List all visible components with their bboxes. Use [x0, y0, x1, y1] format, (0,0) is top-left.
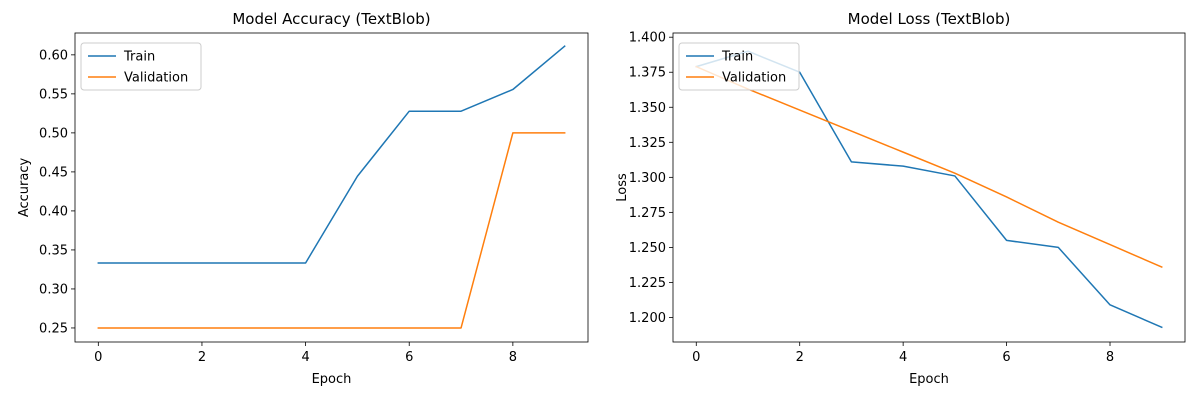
- loss-chart-title: Model Loss (TextBlob): [848, 10, 1011, 28]
- accuracy-chart-title: Model Accuracy (TextBlob): [232, 10, 430, 28]
- accuracy-y-tick-label: 0.25: [39, 321, 68, 336]
- accuracy-y-tick-label: 0.45: [39, 165, 68, 180]
- accuracy-y-tick-label: 0.30: [39, 282, 68, 297]
- loss-x-tick-label: 4: [899, 350, 907, 365]
- accuracy-x-tick-label: 2: [198, 350, 206, 365]
- loss-y-tick-label: 1.225: [629, 276, 666, 291]
- loss-y-tick-label: 1.200: [629, 311, 666, 326]
- loss-train-line: [695, 50, 1163, 329]
- accuracy-validation-line: [97, 132, 566, 329]
- loss-validation-line: [695, 65, 1163, 269]
- loss-legend-label-train: Train: [721, 50, 753, 65]
- accuracy-legend: Train Validation: [80, 42, 202, 91]
- loss-x-tick-label: 6: [1002, 350, 1010, 365]
- loss-x-tick-label: 2: [796, 350, 804, 365]
- accuracy-x-tick-label: 8: [509, 350, 517, 365]
- accuracy-plot-frame: [74, 32, 589, 343]
- loss-x-tick-label: 8: [1106, 350, 1114, 365]
- loss-y-tick-label: 1.375: [629, 66, 666, 81]
- accuracy-x-tick-label: 4: [301, 350, 309, 365]
- accuracy-legend-label-train: Train: [123, 50, 155, 65]
- accuracy-x-tick-label: 0: [94, 350, 102, 365]
- loss-y-axis-label: Loss: [615, 173, 630, 202]
- loss-legend-label-validation: Validation: [722, 71, 786, 86]
- loss-y-tick-label: 1.275: [629, 206, 666, 221]
- loss-chart: Model Loss (TextBlob) 0 2 4 6 8 1.200 1.225 1.25…: [615, 10, 1186, 387]
- accuracy-y-tick-label: 0.55: [39, 87, 68, 102]
- accuracy-legend-box: [80, 42, 202, 91]
- loss-y-tick-label: 1.325: [629, 136, 666, 151]
- loss-plot-frame: [672, 32, 1186, 343]
- accuracy-y-tick-label: 0.35: [39, 243, 68, 258]
- accuracy-y-tick-label: 0.50: [39, 126, 68, 141]
- loss-legend-box: [678, 42, 800, 91]
- accuracy-y-tick-label: 0.60: [39, 48, 68, 63]
- accuracy-legend-label-validation: Validation: [124, 71, 188, 86]
- accuracy-y-axis-label: Accuracy: [17, 158, 32, 218]
- loss-x-tick-label: 0: [692, 350, 700, 365]
- loss-y-tick-label: 1.350: [629, 101, 666, 116]
- loss-legend: Train Validation: [678, 42, 800, 91]
- accuracy-y-tick-label: 0.40: [39, 204, 68, 219]
- loss-y-tick-label: 1.300: [629, 171, 666, 186]
- loss-y-tick-label: 1.400: [629, 31, 666, 46]
- accuracy-x-axis-label: Epoch: [312, 372, 352, 387]
- loss-y-tick-label: 1.250: [629, 241, 666, 256]
- accuracy-chart: Model Accuracy (TextBlob) 0 2 4 6 8 0.25 0.30 0.…: [17, 10, 589, 387]
- loss-x-axis-label: Epoch: [909, 372, 949, 387]
- accuracy-train-line: [97, 45, 566, 264]
- accuracy-x-tick-label: 6: [405, 350, 413, 365]
